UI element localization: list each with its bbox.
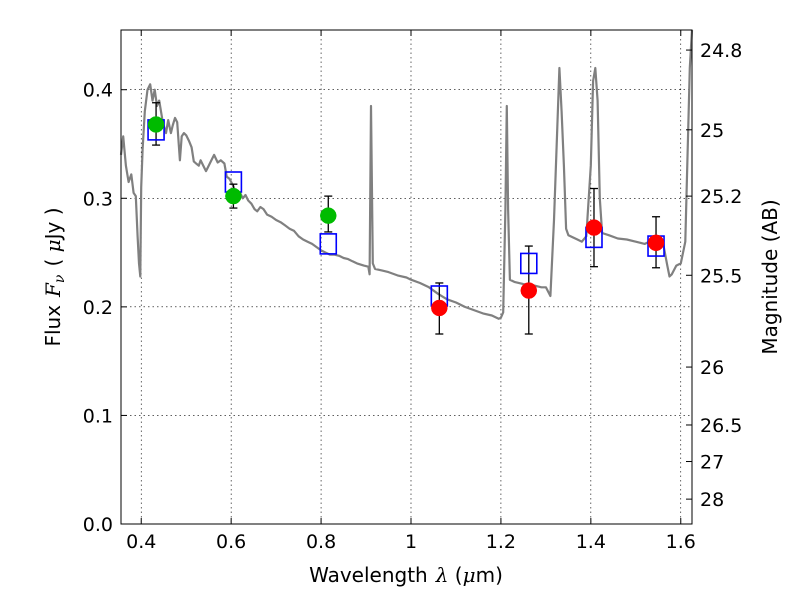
x-axis-label-mu: μ <box>463 563 476 587</box>
x-tick-label: 1.4 <box>576 531 606 553</box>
y2-tick-label: 25 <box>700 120 724 142</box>
green-photometry-point <box>320 207 337 224</box>
marker-layer <box>147 116 665 317</box>
y2-tick-label: 26.5 <box>700 415 742 437</box>
x-tick-label: 0.8 <box>306 531 336 553</box>
y-tick-label: 0.2 <box>83 297 113 319</box>
red-photometry-point <box>585 219 603 236</box>
y-axis-label-f: F <box>41 282 65 298</box>
x-axis-label: Wavelength λ (μm) <box>309 563 503 587</box>
y-tick-label: 0.4 <box>83 80 113 102</box>
y2-tick-label: 28 <box>700 489 724 511</box>
red-photometry-point <box>431 299 448 317</box>
error-bar-layer <box>152 102 661 335</box>
x-tick-label: 1.2 <box>486 531 516 553</box>
x-axis-label-unit-open: ( <box>448 563 462 587</box>
y-tick-label: 0.3 <box>83 188 113 210</box>
model-spectrum-line <box>119 29 694 320</box>
y-axis-label: Flux Fν ( μJy ) <box>41 207 68 346</box>
y-axis-label-prefix: Flux <box>41 305 65 347</box>
y-axis-label-mu: μ <box>41 239 65 252</box>
green-photometry-point <box>225 187 242 205</box>
x-axis-label-lambda: λ <box>435 563 449 587</box>
model-spectrum-layer <box>119 29 694 320</box>
y-tick-label: 0.1 <box>83 405 113 427</box>
model-band-square <box>519 252 538 275</box>
ticks: 0.4 0.6 0.8 1 1.2 1.4 1.6 0.0 0.1 0.2 0.3 0.4 24.8 25… <box>83 30 742 553</box>
y-tick-label: 0.0 <box>83 514 113 536</box>
red-photometry-point <box>520 282 538 299</box>
plot-frame <box>120 29 693 525</box>
y-axis-label-unit-open: ( <box>41 252 65 266</box>
x-tick-label: 0.6 <box>216 531 246 553</box>
green-photometry-point <box>147 116 165 133</box>
y-axis-label-nu: ν <box>52 274 68 283</box>
x-tick-label: 0.4 <box>126 531 156 553</box>
x-tick-label: 1 <box>405 531 417 553</box>
model-band-square <box>319 233 338 255</box>
y2-tick-label: 26 <box>700 357 724 379</box>
x-axis-label-prefix: Wavelength <box>309 563 428 587</box>
y2-tick-label: 24.8 <box>700 40 742 62</box>
y2-tick-label: 25.5 <box>700 265 742 287</box>
y2-tick-label: 25.2 <box>700 186 742 208</box>
x-tick-label: 1.6 <box>666 531 696 553</box>
red-photometry-point <box>647 234 665 252</box>
y-axis-label-unit-rest: Jy ) <box>41 207 65 241</box>
y2-axis-label: Magnitude (AB) <box>758 199 782 354</box>
y2-tick-label: 27 <box>700 452 724 474</box>
x-axis-label-unit-rest: m) <box>476 563 503 587</box>
